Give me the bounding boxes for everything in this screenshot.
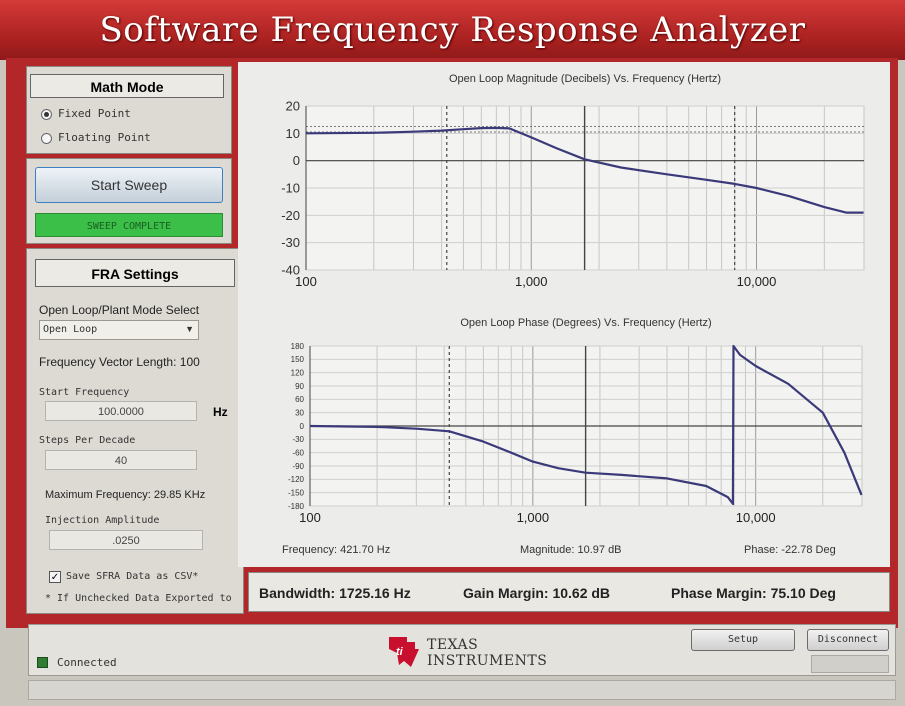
phase-ytick-label: -180: [288, 502, 305, 511]
brand-line-1: TEXAS: [427, 637, 479, 653]
mode-select-value: Open Loop: [43, 324, 98, 335]
phase-xtick-label: 100: [299, 510, 321, 525]
magnitude-readout: Magnitude: 10.97 dB: [520, 544, 622, 556]
magnitude-ytick-label: -30: [281, 235, 300, 250]
app-title: Software Frequency Response Analyzer: [99, 10, 806, 50]
bandwidth-readout: Bandwidth: 1725.16 Hz: [259, 585, 411, 601]
phase-ytick-label: 60: [295, 395, 304, 404]
margins-bar: Bandwidth: 1725.16 Hz Gain Margin: 10.62…: [248, 572, 890, 612]
brand-line-2: INSTRUMENTS: [427, 653, 548, 669]
vector-length-text: Frequency Vector Length:: [39, 355, 177, 369]
phase-ytick-label: 180: [291, 342, 305, 351]
chart-area: Open Loop Magnitude (Decibels) Vs. Frequ…: [238, 62, 890, 567]
progress-indicator: [811, 655, 889, 673]
magnitude-ytick-label: -40: [281, 263, 300, 278]
magnitude-chart-title: Open Loop Magnitude (Decibels) Vs. Frequ…: [449, 73, 721, 85]
magnitude-xtick-label: 100: [295, 274, 317, 289]
magnitude-ytick-label: -20: [281, 208, 300, 223]
injection-amplitude-label: Injection Amplitude: [45, 515, 160, 526]
start-sweep-button[interactable]: Start Sweep: [35, 167, 223, 203]
math-mode-panel: Math Mode Fixed Point Floating Point: [26, 66, 232, 154]
mode-select-dropdown[interactable]: Open Loop ▼: [39, 320, 199, 340]
phase-xtick-label: 1,000: [517, 510, 550, 525]
steps-per-decade-label: Steps Per Decade: [39, 435, 136, 446]
max-frequency-text: Maximum Frequency:: [45, 489, 151, 501]
bottom-status-strip: [28, 680, 896, 700]
magnitude-xtick-label: 10,000: [737, 274, 777, 289]
radio-fixed-point-indicator[interactable]: [41, 108, 52, 120]
steps-per-decade-input[interactable]: 40: [45, 450, 197, 470]
vector-length-label: Frequency Vector Length: 100: [39, 355, 200, 369]
start-frequency-label: Start Frequency: [39, 387, 130, 398]
save-csv-label: Save SFRA Data as CSV*: [66, 571, 199, 582]
phase-series-line-0: [309, 344, 863, 505]
magnitude-ytick-label: -10: [281, 181, 300, 196]
chevron-down-icon[interactable]: ▼: [185, 324, 194, 334]
start-frequency-unit: Hz: [213, 405, 228, 419]
sweep-status-text: SWEEP COMPLETE: [86, 221, 172, 232]
fra-settings-panel: FRA Settings Open Loop/Plant Mode Select…: [26, 248, 244, 614]
max-frequency-label: Maximum Frequency: 29.85 KHz: [45, 489, 205, 501]
sweep-status-bar: SWEEP COMPLETE: [35, 213, 223, 237]
radio-fixed-point[interactable]: Fixed Point: [41, 107, 131, 120]
phase-ytick-label: 90: [295, 382, 304, 391]
ti-logo-icon: ti: [389, 637, 419, 667]
phase-margin-readout: Phase Margin: 75.10 Deg: [671, 585, 836, 601]
title-bar: Software Frequency Response Analyzer: [0, 0, 905, 60]
svg-text:ti: ti: [396, 646, 404, 658]
phase-xtick-label: 10,000: [736, 510, 776, 525]
ti-logo: ti TEXAS INSTRUMENTS: [387, 631, 557, 673]
phase-ytick-label: -120: [288, 475, 305, 484]
phase-ytick-label: -60: [292, 448, 304, 457]
save-csv-checkbox[interactable]: ✓: [49, 571, 61, 583]
magnitude-xtick-label: 1,000: [515, 274, 548, 289]
connection-status-label: Connected: [57, 656, 117, 669]
fra-settings-title: FRA Settings: [35, 259, 235, 287]
phase-ytick-label: -30: [292, 435, 304, 444]
radio-floating-point[interactable]: Floating Point: [41, 131, 151, 144]
phase-ytick-label: 30: [295, 408, 304, 417]
magnitude-ytick-label: 0: [293, 153, 300, 168]
gain-margin-readout: Gain Margin: 10.62 dB: [463, 585, 611, 601]
injection-amplitude-input[interactable]: .0250: [49, 530, 203, 550]
disconnect-button[interactable]: Disconnect: [807, 629, 889, 651]
phase-ytick-label: 120: [291, 368, 305, 377]
max-frequency-value: 29.85 KHz: [153, 489, 206, 501]
radio-fixed-point-label: Fixed Point: [58, 107, 131, 120]
phase-readout: Phase: -22.78 Deg: [744, 544, 836, 556]
phase-ytick-label: 0: [300, 422, 305, 431]
magnitude-ytick-label: 10: [286, 126, 300, 141]
vector-length-value: 100: [179, 355, 200, 369]
mode-select-label: Open Loop/Plant Mode Select: [39, 303, 200, 317]
setup-button[interactable]: Setup: [691, 629, 795, 651]
phase-ytick-label: -90: [292, 462, 304, 471]
connection-status-indicator: [37, 657, 48, 668]
sweep-panel: Start Sweep SWEEP COMPLETE: [26, 158, 232, 244]
magnitude-chart: Open Loop Magnitude (Decibels) Vs. Frequ…: [281, 73, 865, 289]
frequency-readout: Frequency: 421.70 Hz: [282, 544, 391, 556]
magnitude-series-line-0: [305, 126, 864, 214]
radio-floating-point-indicator[interactable]: [41, 132, 52, 144]
phase-chart: Open Loop Phase (Degrees) Vs. Frequency …: [288, 317, 863, 525]
magnitude-ytick-label: 20: [286, 99, 300, 114]
footer-bar: Connected ti TEXAS INSTRUMENTS Setup Dis…: [28, 624, 896, 676]
start-frequency-input[interactable]: 100.0000: [45, 401, 197, 421]
csv-note: * If Unchecked Data Exported to: [45, 593, 232, 604]
phase-ytick-label: -150: [288, 488, 305, 497]
phase-chart-title: Open Loop Phase (Degrees) Vs. Frequency …: [460, 317, 711, 329]
phase-ytick-label: 150: [291, 355, 305, 364]
radio-floating-point-label: Floating Point: [58, 131, 151, 144]
math-mode-title: Math Mode: [30, 74, 224, 98]
